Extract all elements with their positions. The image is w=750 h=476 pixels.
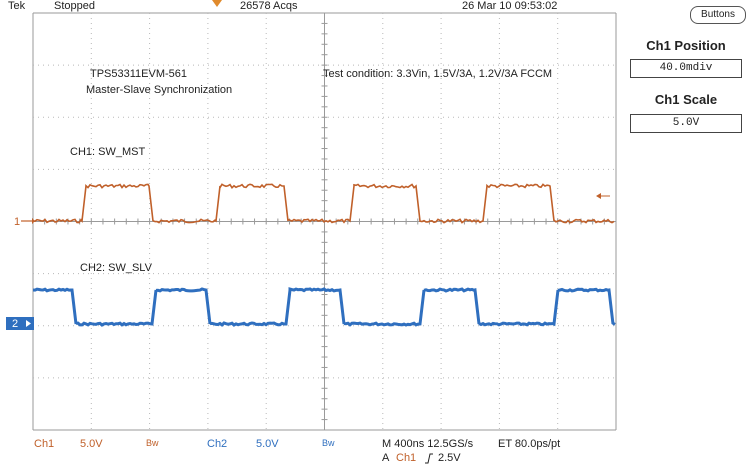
trigger-prefix: A bbox=[382, 452, 390, 464]
record-readout: ET 80.0ps/pt bbox=[498, 438, 561, 450]
rising-edge-icon bbox=[425, 453, 433, 464]
ch2-bandwidth-limit: Bw bbox=[322, 438, 335, 448]
ch2-waveform bbox=[32, 287, 616, 327]
date-time: 26 Mar 10 09:53:02 bbox=[462, 0, 558, 12]
timebase-readout[interactable]: M 400ns 12.5GS/s bbox=[382, 438, 474, 450]
test-condition-label: Test condition: 3.3Vin, 1.5V/3A, 1.2V/3A… bbox=[323, 68, 553, 80]
trigger-position-icon bbox=[212, 0, 222, 7]
ch1-scale-field[interactable]: 5.0V bbox=[630, 114, 742, 133]
side-panel: Ch1 Position Ch1 Scale bbox=[622, 0, 750, 476]
ch2-marker-label: 2 bbox=[12, 318, 18, 330]
ch2-readout-scale[interactable]: 5.0V bbox=[256, 438, 279, 450]
ch2-signal-label: CH2: SW_SLV bbox=[80, 262, 152, 274]
ch1-marker-label: 1 bbox=[14, 216, 20, 228]
ch1-position-field[interactable]: 40.0mdiv bbox=[630, 59, 742, 78]
scope-display: 1 2 bbox=[6, 12, 617, 431]
trigger-level-readout[interactable]: 2.5V bbox=[438, 452, 461, 464]
ch1-signal-label: CH1: SW_MST bbox=[70, 146, 146, 158]
ch1-readout-scale[interactable]: 5.0V bbox=[80, 438, 103, 450]
ch2-readout-name[interactable]: Ch2 bbox=[207, 438, 228, 450]
ch1-position-title: Ch1 Position bbox=[646, 38, 726, 53]
top-status-bar: Tek Stopped 26578 Acqs 26 Mar 10 09:53:0… bbox=[0, 0, 618, 13]
ch1-ground-marker[interactable]: 1 bbox=[14, 216, 35, 228]
buttons-button[interactable]: Buttons bbox=[690, 6, 746, 24]
board-label: TPS53311EVM-561 bbox=[90, 68, 188, 80]
ch1-waveform bbox=[32, 183, 615, 224]
trigger-level-icon bbox=[596, 193, 610, 199]
ch1-readout-name[interactable]: Ch1 bbox=[34, 438, 55, 450]
ch1-scale-title: Ch1 Scale bbox=[654, 92, 718, 107]
trigger-source[interactable]: Ch1 bbox=[396, 452, 417, 464]
ch2-ground-marker[interactable]: 2 bbox=[6, 317, 34, 330]
subtitle-label: Master-Slave Synchronization bbox=[86, 84, 233, 96]
ch1-bandwidth-limit: Bw bbox=[146, 438, 159, 448]
acquisition-count: 26578 Acqs bbox=[240, 0, 298, 12]
run-state: Stopped bbox=[54, 0, 95, 12]
brand-label: Tek bbox=[8, 0, 26, 12]
